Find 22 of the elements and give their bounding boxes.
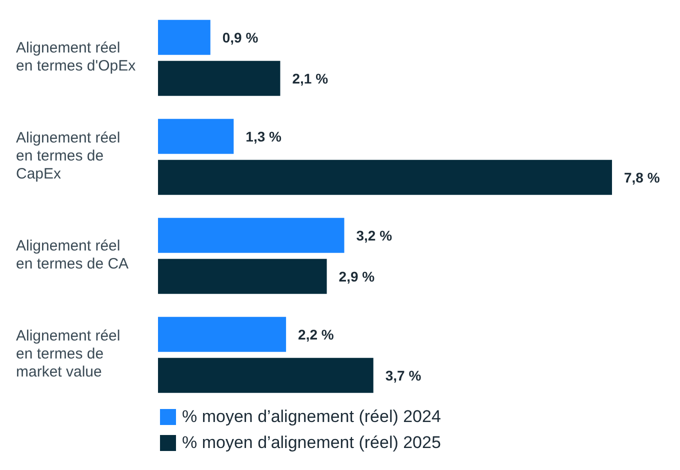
legend-label: % moyen d’alignement (réel) 2024 <box>182 407 441 427</box>
bar <box>158 358 374 393</box>
bar <box>158 316 286 352</box>
bar <box>158 60 280 96</box>
data-label: 3,2 % <box>356 227 393 244</box>
data-label: 7,8 % <box>624 169 660 186</box>
data-label: 1,3 % <box>246 128 282 144</box>
y-tick-label: Alignement réel en termes de CapEx <box>16 129 120 182</box>
bar <box>158 258 327 294</box>
bar <box>158 218 344 253</box>
y-tick-label: Alignement réel en termes d'OpEx <box>16 39 136 74</box>
data-label: 2,1 % <box>292 70 329 86</box>
y-tick-label: Alignement réel en termes de market value <box>16 327 120 380</box>
legend-label: % moyen d’alignement (réel) 2025 <box>182 433 441 453</box>
bar <box>158 118 234 154</box>
data-label: 0,9 % <box>222 29 259 46</box>
data-label: 3,7 % <box>385 367 422 384</box>
data-label: 2,2 % <box>298 326 334 342</box>
data-label: 2,9 % <box>338 268 376 284</box>
y-tick-label: Alignement réel en termes de CA <box>16 237 129 272</box>
bar <box>158 160 612 195</box>
bar <box>158 20 210 55</box>
